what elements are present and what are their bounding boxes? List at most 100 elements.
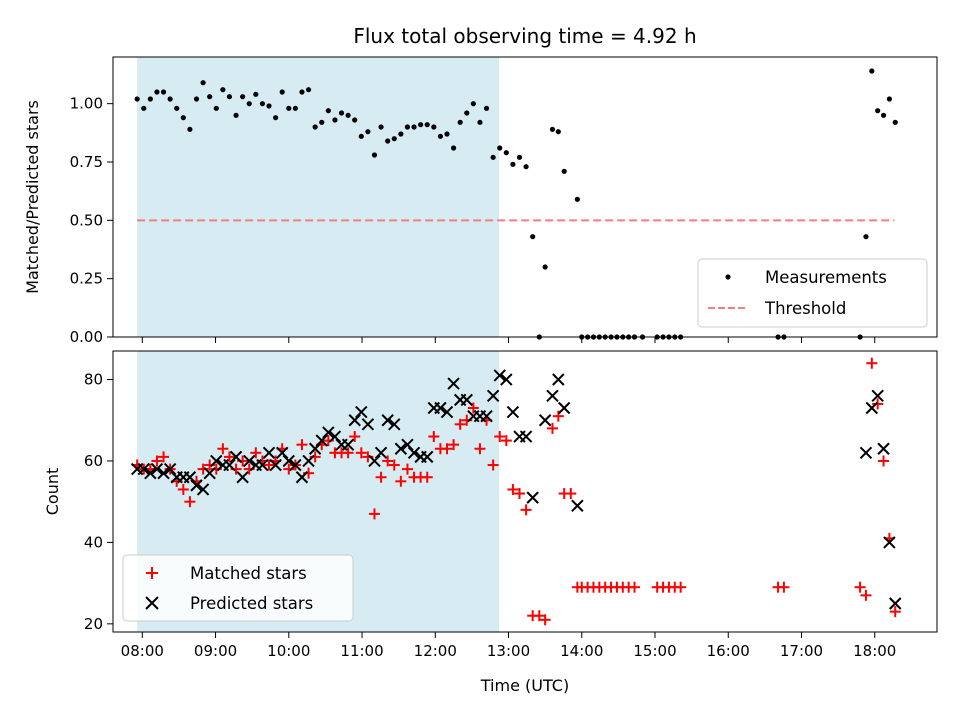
matched-star-point [263, 459, 275, 471]
predicted-star-point [388, 418, 401, 431]
measurement-point [497, 145, 503, 151]
measurement-point [233, 112, 239, 118]
measurement-point [345, 112, 351, 118]
measurement-point [869, 68, 875, 74]
measurement-point [141, 105, 147, 111]
x-tick-label: 15:00 [633, 642, 676, 660]
matched-star-point [539, 614, 551, 626]
measurement-point [292, 105, 298, 111]
measurement-point [365, 129, 371, 135]
measurement-point [561, 168, 567, 174]
measurement-point [200, 80, 206, 86]
legend-predicted-marker [145, 596, 159, 610]
measurement-point [457, 119, 463, 125]
measurement-point [246, 101, 252, 107]
measurement-point [154, 89, 160, 95]
x-tick-label: 10:00 [267, 642, 310, 660]
measurement-point [385, 138, 391, 144]
top-y-ticks: 0.00 0.25 0.50 0.75 1.00 [70, 95, 113, 346]
top-panel: 0.00 0.25 0.50 0.75 1.00 Matched/Predicted s… [23, 56, 938, 346]
predicted-star-point [275, 446, 289, 460]
measurement-point [470, 101, 476, 107]
measurement-point [378, 124, 384, 130]
measurement-point [160, 89, 167, 95]
measurement-point [338, 110, 345, 116]
measurement-point [863, 234, 869, 240]
measurement-point [464, 110, 470, 116]
predicted-star-point [348, 414, 361, 427]
matched-star-point [421, 471, 433, 483]
matched-star-point [250, 447, 262, 459]
predicted-star-point [374, 446, 388, 460]
measurement-point [266, 103, 272, 109]
measurement-point [286, 105, 292, 111]
predicted-star-point [229, 450, 243, 464]
predicted-star-point [407, 446, 421, 460]
x-tick-label: 18:00 [853, 642, 896, 660]
predicted-star-point [883, 536, 896, 549]
predicted-star-point [859, 446, 873, 460]
predicted-star-point [500, 373, 513, 386]
y-tick-label: 1.00 [70, 95, 103, 113]
matched-star-point [217, 443, 229, 455]
predicted-star-point [486, 389, 500, 403]
predicted-star-point [557, 401, 571, 415]
predicted-star-point [282, 454, 295, 468]
bottom-legend: Matched stars Predicted stars [122, 554, 354, 622]
matched-star-point [388, 459, 400, 471]
matched-star-point [454, 418, 466, 430]
matched-star-point [375, 471, 387, 483]
top-axes-frame [112, 56, 938, 338]
predicted-star-point [150, 462, 164, 476]
matched-star-point [441, 443, 453, 455]
y-tick-label: 60 [84, 452, 103, 470]
predicted-star-point [308, 442, 322, 455]
matched-star-point [675, 581, 687, 593]
chart-title: Flux total observing time = 4.92 h [353, 24, 696, 48]
measurement-point [193, 96, 200, 102]
measurement-point [516, 154, 523, 160]
measurement-point [444, 131, 450, 137]
measurement-point [167, 96, 173, 102]
measurement-point [892, 119, 898, 125]
y-tick-label: 20 [84, 615, 103, 633]
predicted-star-point [295, 471, 309, 484]
x-axis-label: Time (UTC) [480, 676, 569, 695]
measurement-point [207, 94, 213, 100]
matched-star-point [889, 606, 901, 618]
measurement-point [279, 89, 285, 95]
matched-star-point [223, 451, 235, 463]
predicted-star-point [322, 426, 335, 439]
matched-star-point [500, 435, 512, 447]
matched-star-point [514, 488, 526, 500]
predicted-star-point [506, 405, 520, 419]
predicted-star-point [243, 454, 256, 468]
measurement-point [542, 264, 548, 270]
predicted-star-point [328, 430, 342, 443]
predicted-star-point [137, 462, 150, 476]
predicted-star-point [157, 466, 170, 480]
measurement-point [411, 124, 417, 130]
y-tick-label: 80 [84, 371, 103, 389]
measurement-point [273, 115, 279, 121]
bottom-y-ticks: 20 40 60 80 [84, 371, 113, 633]
x-tick-label: 17:00 [780, 642, 823, 660]
matched-star-point [552, 410, 564, 422]
matched-star-point [467, 402, 479, 414]
measurement-point [418, 122, 424, 128]
matched-star-point [428, 431, 440, 443]
measurement-point [503, 150, 509, 156]
x-tick-label: 16:00 [707, 642, 750, 660]
measurement-point [305, 87, 312, 93]
predicted-star-point [889, 597, 902, 610]
predicted-star-point [210, 454, 223, 468]
x-tick-label: 11:00 [340, 642, 383, 660]
matched-star-point [520, 504, 532, 516]
measurement-point [134, 96, 140, 102]
x-tick-label: 14:00 [560, 642, 603, 660]
measurement-point [259, 101, 266, 107]
matched-star-point [342, 447, 354, 459]
predicted-star-point [236, 471, 249, 484]
measurement-point [253, 91, 259, 97]
